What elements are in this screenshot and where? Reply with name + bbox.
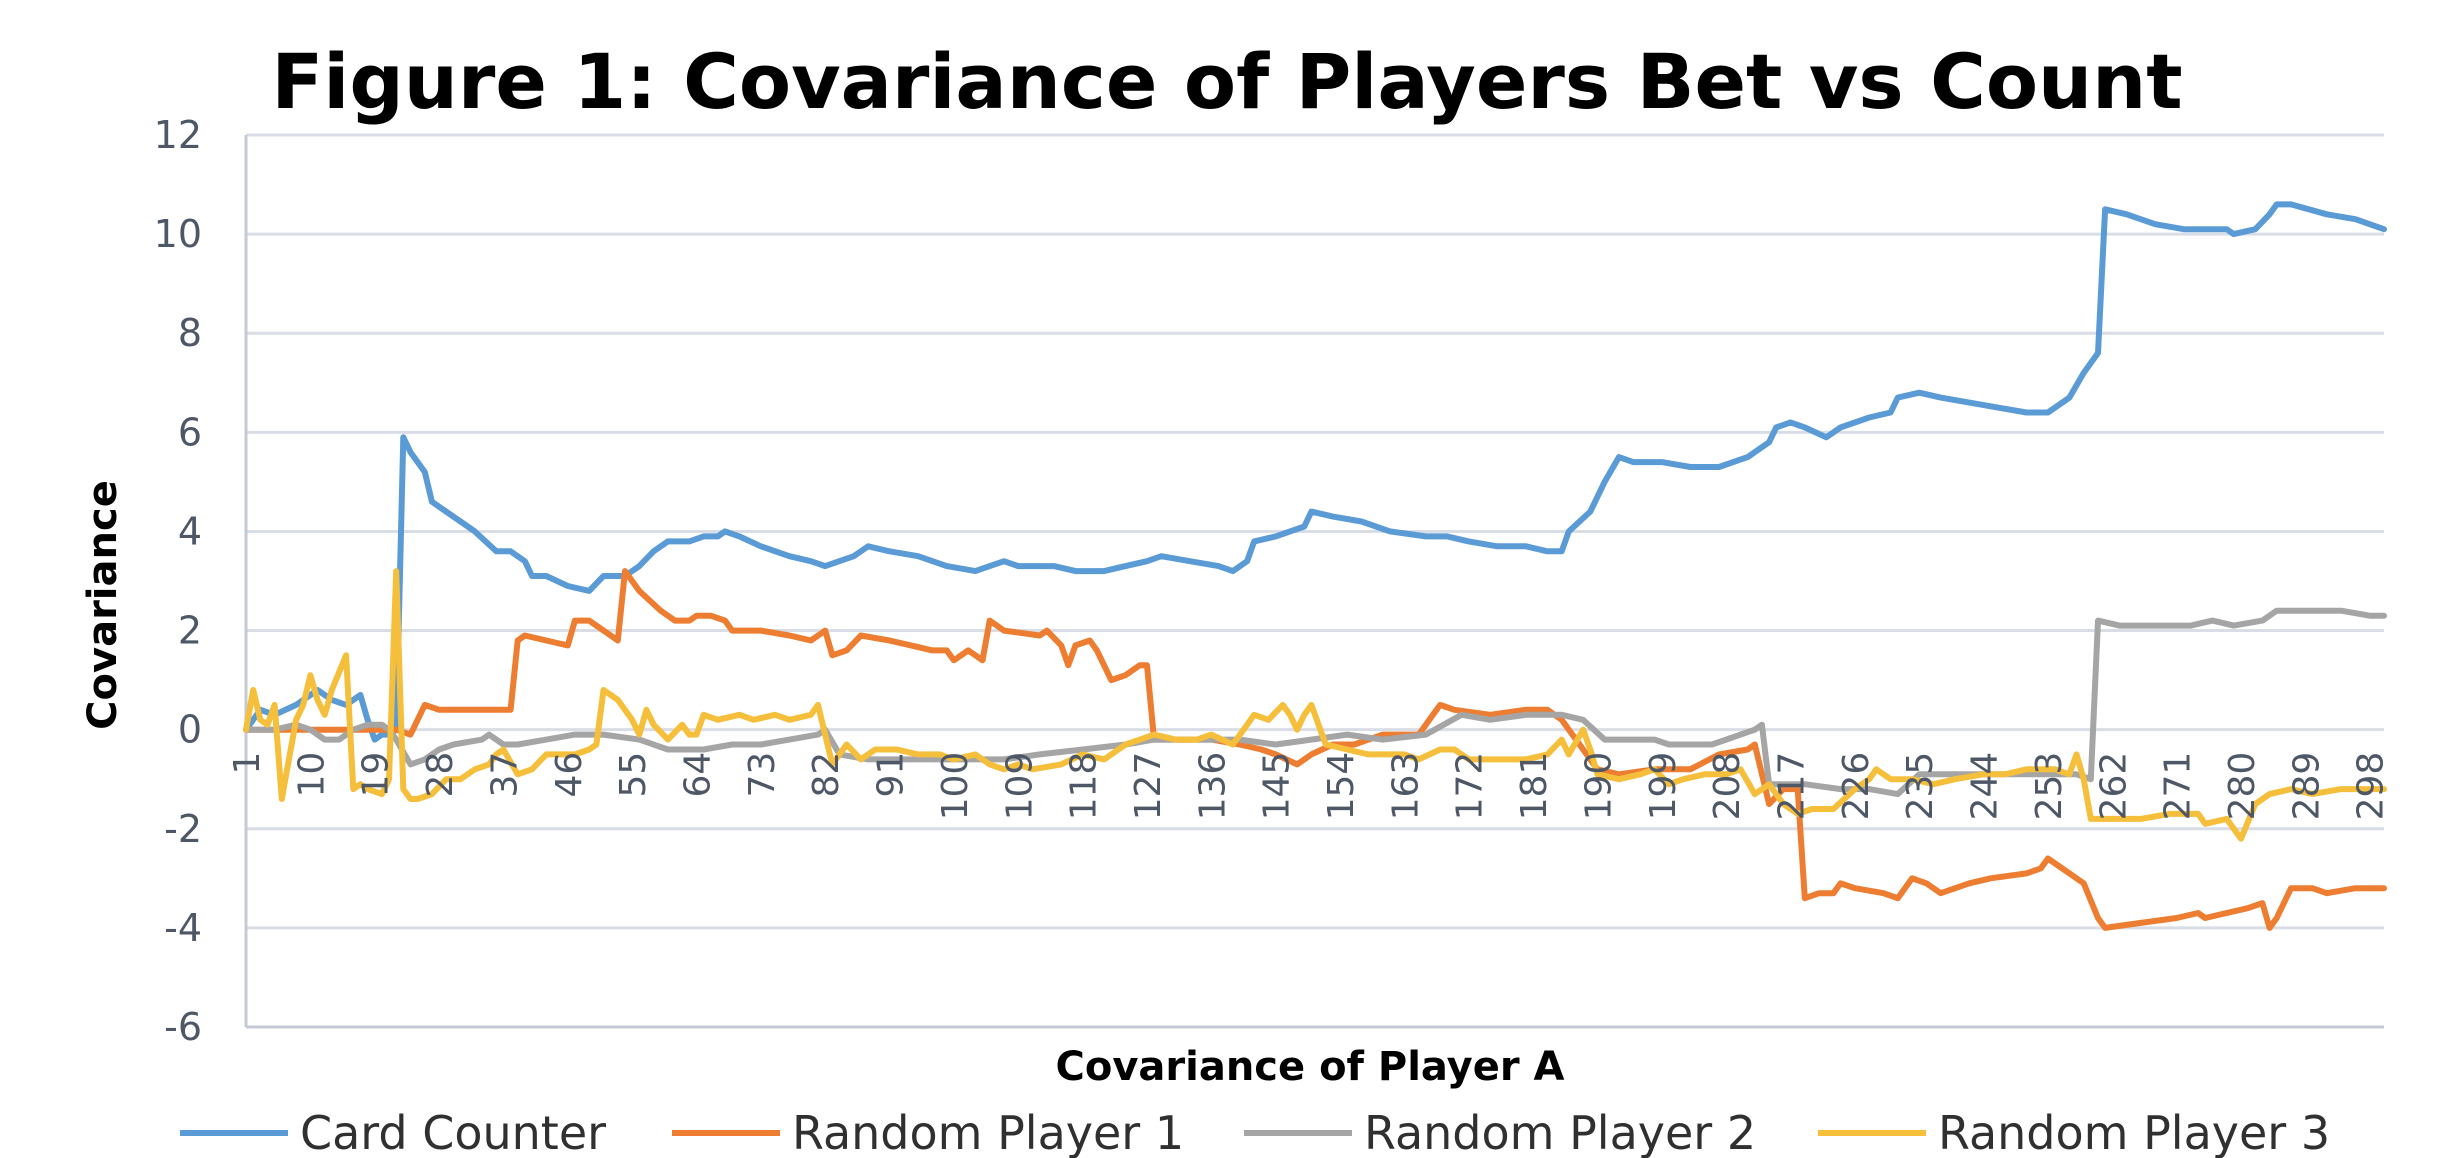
y-tick-label: -6 [164,1005,202,1049]
legend-item: Random Player 3 [1818,1106,2330,1158]
series-lines [243,201,2387,931]
series-line-random-player-1 [243,568,2387,931]
x-tick-label: 46 [549,752,590,798]
x-tick-label: 55 [613,752,654,798]
x-tick-label: 271 [2158,752,2199,821]
y-tick-label: 4 [178,509,202,553]
y-tick-label: 12 [154,113,202,157]
x-tick-label: 37 [484,752,525,798]
chart-title: Figure 1: Covariance of Players Bet vs C… [271,37,2182,126]
x-tick-label: 127 [1128,752,1169,821]
x-axis-label: Covariance of Player A [1056,1044,1565,1090]
x-tick-label: 118 [1064,752,1105,821]
legend-label: Card Counter [300,1106,606,1158]
x-tick-label: 64 [678,752,719,798]
x-tick-label: 10 [291,752,332,798]
legend-label: Random Player 1 [792,1106,1184,1158]
legend: Card Counter Random Player 1 Random Player… [180,1106,2330,1158]
x-tick-label: 154 [1321,752,1362,821]
x-tick-label: 1 [227,752,268,775]
legend-item: Random Player 1 [672,1106,1184,1158]
x-tick-label: 253 [2029,752,2070,821]
legend-label: Random Player 2 [1364,1106,1756,1158]
x-tick-label: 280 [2222,752,2263,821]
x-tick-label: 226 [1836,752,1877,821]
x-tick-label: 181 [1514,752,1555,821]
x-tick-label: 109 [999,752,1040,821]
legend-label: Random Player 3 [1938,1106,2330,1158]
x-tick-label: 298 [2351,752,2392,821]
y-tick-label: -4 [164,906,202,950]
x-tick-label: 19 [356,752,397,798]
x-tick-label: 235 [1900,752,1941,821]
x-tick-label: 145 [1257,752,1298,821]
legend-item: Random Player 2 [1244,1106,1756,1158]
x-tick-labels: 1 10 19 28 37 46 55 64 73 82 91 100 109 118 127 136 145 1… [227,752,2392,821]
x-tick-label: 244 [1965,752,2006,821]
y-tick-label: 2 [178,609,202,653]
y-tick-label: -2 [164,807,202,851]
x-tick-label: 100 [935,752,976,821]
series-line-card-counter [243,201,2387,743]
x-tick-label: 217 [1772,752,1813,821]
x-tick-label: 289 [2286,752,2327,821]
x-tick-label: 208 [1707,752,1748,821]
axes [244,135,2384,1029]
x-tick-label: 28 [420,752,461,798]
y-tick-label: 8 [178,311,202,355]
x-tick-label: 262 [2093,752,2134,821]
y-tick-labels: -6 -4 -2 0 2 4 6 8 10 12 [154,113,202,1049]
y-tick-label: 10 [154,212,202,256]
x-tick-label: 73 [742,752,783,798]
x-tick-label: 172 [1450,752,1491,821]
x-tick-label: 199 [1643,752,1684,821]
y-axis-label: Covariance [80,480,126,730]
x-tick-label: 136 [1192,752,1233,821]
x-tick-label: 82 [806,752,847,798]
y-tick-label: 0 [178,708,202,752]
legend-item: Card Counter [180,1106,606,1158]
x-tick-label: 91 [871,752,912,798]
x-tick-label: 190 [1578,752,1619,821]
series-line-random-player-3 [243,568,2387,842]
y-tick-label: 6 [178,410,202,454]
x-tick-label: 163 [1385,752,1426,821]
